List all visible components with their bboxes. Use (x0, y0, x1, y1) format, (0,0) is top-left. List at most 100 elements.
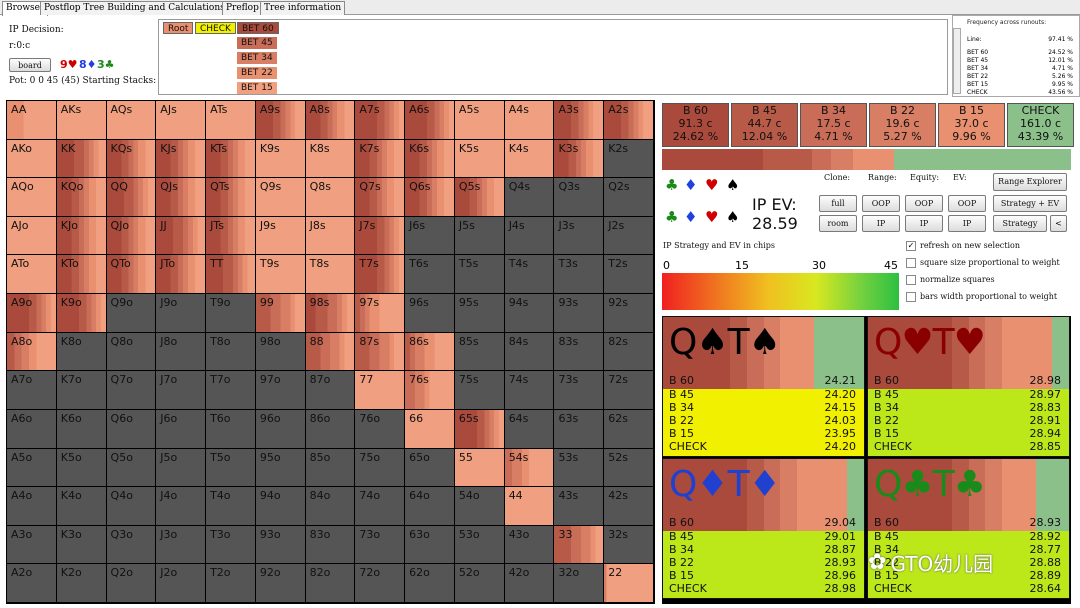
hand-cell-Q7o[interactable]: Q7o (106, 371, 156, 409)
hand-panel[interactable]: Q♠T♠ B 60 24.21 B 45 24.20 B 34 24.15 B 22 24.03… (662, 316, 865, 457)
hand-cell-K4s[interactable]: K4s (504, 139, 554, 178)
hand-cell-J8o[interactable]: J8o (156, 332, 206, 371)
hand-cell-AA[interactable]: AA (7, 101, 56, 139)
hand-cell-Q4s[interactable]: Q4s (504, 178, 554, 216)
tree-node-bet-45[interactable]: BET 45 (237, 37, 277, 49)
hand-cell-74o[interactable]: 74o (355, 487, 405, 525)
hand-cell-42o[interactable]: 42o (504, 564, 554, 602)
hand-cell-J5s[interactable]: J5s (454, 216, 504, 255)
hand-cell-J4o[interactable]: J4o (156, 487, 206, 525)
tab-preflop[interactable]: Preflop (222, 1, 263, 15)
hand-cell-Q8s[interactable]: Q8s (305, 178, 355, 216)
hand-cell-J8s[interactable]: J8s (305, 216, 355, 255)
hand-cell-KQo[interactable]: KQo (56, 178, 106, 216)
hand-cell-33[interactable]: 33 (554, 525, 604, 564)
hand-cell-K2s[interactable]: K2s (604, 139, 653, 178)
hand-cell-53o[interactable]: 53o (454, 525, 504, 564)
hand-cell-K9o[interactable]: K9o (56, 294, 106, 332)
hand-cell-84s[interactable]: 84s (504, 332, 554, 371)
hand-cell-52o[interactable]: 52o (454, 564, 504, 602)
hand-cell-73o[interactable]: 73o (355, 525, 405, 564)
hand-cell-87s[interactable]: 87s (355, 332, 405, 371)
hand-cell-A7s[interactable]: A7s (355, 101, 405, 139)
hand-cell-J2o[interactable]: J2o (156, 564, 206, 602)
hand-cell-42s[interactable]: 42s (604, 487, 653, 525)
hand-cell-A4s[interactable]: A4s (504, 101, 554, 139)
strategy-button[interactable]: Strategy (993, 215, 1047, 232)
hand-cell-Q7s[interactable]: Q7s (355, 178, 405, 216)
tab-postflop[interactable]: Postflop Tree Building and Calculations (40, 1, 229, 15)
action-summary-b-22[interactable]: B 22 19.6 c 5.27 % (869, 103, 936, 147)
hand-cell-62o[interactable]: 62o (405, 564, 454, 602)
hand-cell-QJo[interactable]: QJo (106, 216, 156, 255)
hand-cell-A5s[interactable]: A5s (454, 101, 504, 139)
hand-cell-95s[interactable]: 95s (454, 294, 504, 332)
range-oop-button[interactable]: OOP (862, 195, 900, 212)
hand-cell-92s[interactable]: 92s (604, 294, 653, 332)
hand-cell-73s[interactable]: 73s (554, 371, 604, 409)
hand-cell-Q5s[interactable]: Q5s (454, 178, 504, 216)
hand-cell-75s[interactable]: 75s (454, 371, 504, 409)
hand-cell-J5o[interactable]: J5o (156, 448, 206, 487)
range-ip-button[interactable]: IP (862, 215, 900, 232)
hand-cell-96o[interactable]: 96o (255, 409, 305, 448)
hand-cell-76s[interactable]: 76s (405, 371, 454, 409)
hand-cell-AQs[interactable]: AQs (106, 101, 156, 139)
hand-cell-T4o[interactable]: T4o (206, 487, 255, 525)
hand-cell-K4o[interactable]: K4o (56, 487, 106, 525)
hand-cell-T4s[interactable]: T4s (504, 255, 554, 294)
hand-cell-75o[interactable]: 75o (355, 448, 405, 487)
hand-cell-J9s[interactable]: J9s (255, 216, 305, 255)
hand-cell-93o[interactable]: 93o (255, 525, 305, 564)
tree-node-root[interactable]: Root (163, 22, 194, 34)
tree-node-bet-60[interactable]: BET 60 (237, 22, 279, 34)
hand-cell-T3o[interactable]: T3o (206, 525, 255, 564)
hand-cell-99[interactable]: 99 (255, 294, 305, 332)
action-summary-check[interactable]: CHECK 161.0 c 43.39 % (1007, 103, 1074, 147)
strategy-ev-button[interactable]: Strategy + EV (993, 195, 1067, 212)
hand-cell-KTs[interactable]: KTs (206, 139, 255, 178)
hand-cell-K8o[interactable]: K8o (56, 332, 106, 371)
hand-cell-Q2s[interactable]: Q2s (604, 178, 653, 216)
hand-cell-Q9o[interactable]: Q9o (106, 294, 156, 332)
hand-cell-K6s[interactable]: K6s (405, 139, 454, 178)
tab-tree-information[interactable]: Tree information (260, 1, 346, 15)
hand-cell-QTo[interactable]: QTo (106, 255, 156, 294)
spade-icon-2[interactable]: ♠ (726, 208, 740, 226)
hand-cell-ATo[interactable]: ATo (7, 255, 56, 294)
hand-cell-97o[interactable]: 97o (255, 371, 305, 409)
range-explorer-button[interactable]: Range Explorer (993, 173, 1067, 191)
hand-cell-K7s[interactable]: K7s (355, 139, 405, 178)
hand-cell-55[interactable]: 55 (454, 448, 504, 487)
hand-cell-J6s[interactable]: J6s (405, 216, 454, 255)
action-summary-b-60[interactable]: B 60 91.3 c 24.62 % (662, 103, 729, 147)
hand-cell-Q6o[interactable]: Q6o (106, 409, 156, 448)
action-summary-b-45[interactable]: B 45 44.7 c 12.04 % (731, 103, 798, 147)
hand-cell-T9o[interactable]: T9o (206, 294, 255, 332)
hand-cell-82o[interactable]: 82o (305, 564, 355, 602)
hand-cell-85o[interactable]: 85o (305, 448, 355, 487)
hand-cell-JJ[interactable]: JJ (156, 216, 206, 255)
equity-ip-button[interactable]: IP (905, 215, 943, 232)
hand-cell-93s[interactable]: 93s (554, 294, 604, 332)
hand-cell-Q8o[interactable]: Q8o (106, 332, 156, 371)
hand-cell-J9o[interactable]: J9o (156, 294, 206, 332)
hand-cell-53s[interactable]: 53s (554, 448, 604, 487)
hand-cell-KTo[interactable]: KTo (56, 255, 106, 294)
hand-cell-A9o[interactable]: A9o (7, 294, 56, 332)
room-button[interactable]: room (819, 215, 857, 232)
hand-cell-K5o[interactable]: K5o (56, 448, 106, 487)
board-button[interactable]: board (9, 58, 51, 72)
hand-cell-72s[interactable]: 72s (604, 371, 653, 409)
normalize-checkbox[interactable] (906, 275, 916, 285)
tree-node-check[interactable]: CHECK (195, 22, 236, 34)
hand-cell-A5o[interactable]: A5o (7, 448, 56, 487)
hand-cell-Q3s[interactable]: Q3s (554, 178, 604, 216)
hand-cell-A2o[interactable]: A2o (7, 564, 56, 602)
hand-cell-65o[interactable]: 65o (405, 448, 454, 487)
hand-cell-KQs[interactable]: KQs (106, 139, 156, 178)
hand-cell-98o[interactable]: 98o (255, 332, 305, 371)
hand-cell-KK[interactable]: KK (56, 139, 106, 178)
hand-cell-54s[interactable]: 54s (504, 448, 554, 487)
hand-cell-K3o[interactable]: K3o (56, 525, 106, 564)
